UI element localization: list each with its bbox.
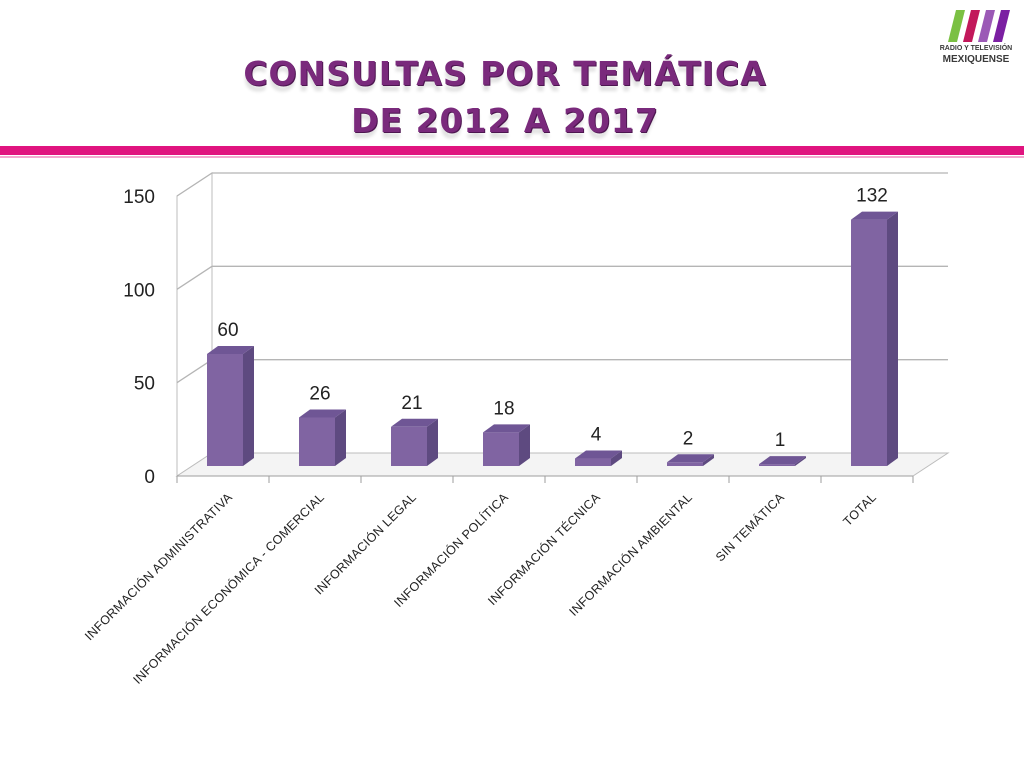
data-label: 26 [309, 383, 330, 404]
bar [667, 462, 703, 466]
bar-top [575, 450, 622, 459]
chart-side-wall [176, 172, 213, 477]
bar-top [483, 424, 530, 433]
gridline [176, 265, 948, 290]
title-line-1: CONSULTAS POR TEMÁTICA [243, 54, 767, 93]
bar-side [887, 211, 898, 466]
data-label: 60 [217, 320, 238, 341]
bar-top [851, 211, 898, 220]
bar-side [795, 456, 806, 466]
brand-logo: RADIO Y TELEVISIÓN MEXIQUENSE [938, 8, 1014, 68]
slide-title: CONSULTAS POR TEMÁTICA DE 2012 A 2017 [150, 50, 860, 144]
data-label: 1 [775, 430, 786, 451]
bar [575, 458, 611, 466]
bar-side [703, 454, 714, 466]
bar-top [759, 456, 806, 465]
category-label: SIN TEMÁTICA [712, 489, 787, 564]
bar [391, 426, 427, 466]
y-tick-label: 50 [134, 374, 155, 395]
data-label: 4 [591, 425, 602, 446]
title-divider-shadow [0, 156, 1024, 158]
data-label: 18 [493, 398, 514, 419]
category-label: INFORMACIÓN LEGAL [311, 490, 419, 598]
y-tick-label: 100 [123, 280, 155, 301]
bar-side [243, 346, 254, 466]
gridline [176, 359, 948, 384]
bar-side [519, 424, 530, 466]
data-label: 2 [683, 428, 694, 449]
bar-top [391, 418, 438, 427]
y-tick-label: 150 [123, 187, 155, 208]
bar-top [207, 346, 254, 354]
logo-line-1: RADIO Y TELEVISIÓN [939, 45, 1013, 52]
category-label: INFORMACIÓN ECONÓMICA - COMERCIAL [130, 490, 327, 687]
gridline [176, 172, 948, 197]
title-divider [0, 146, 1024, 155]
bar [207, 354, 243, 466]
logo-stripe [948, 10, 965, 42]
bar [851, 219, 887, 466]
bar-side [427, 418, 438, 466]
data-label: 21 [401, 393, 422, 414]
title-line-2: DE 2012 A 2017 [351, 101, 659, 140]
bar [299, 417, 335, 466]
bar [483, 432, 519, 466]
bar-top [299, 409, 346, 418]
logo-stripe [993, 10, 1010, 42]
bar [759, 464, 795, 466]
category-label: INFORMACIÓN ADMINISTRATIVA [81, 489, 235, 643]
logo-stripe [963, 10, 980, 42]
logo-stripes-icon [948, 10, 1010, 42]
chart-floor [175, 452, 950, 477]
category-label: TOTAL [840, 490, 879, 529]
bar-side [611, 450, 622, 466]
logo-line-2: MEXIQUENSE [942, 54, 1010, 65]
y-tick-label: 0 [144, 467, 155, 488]
bar-side [335, 409, 346, 466]
logo-stripe [978, 10, 995, 42]
data-label: 132 [856, 186, 888, 207]
bar-top [667, 454, 714, 463]
